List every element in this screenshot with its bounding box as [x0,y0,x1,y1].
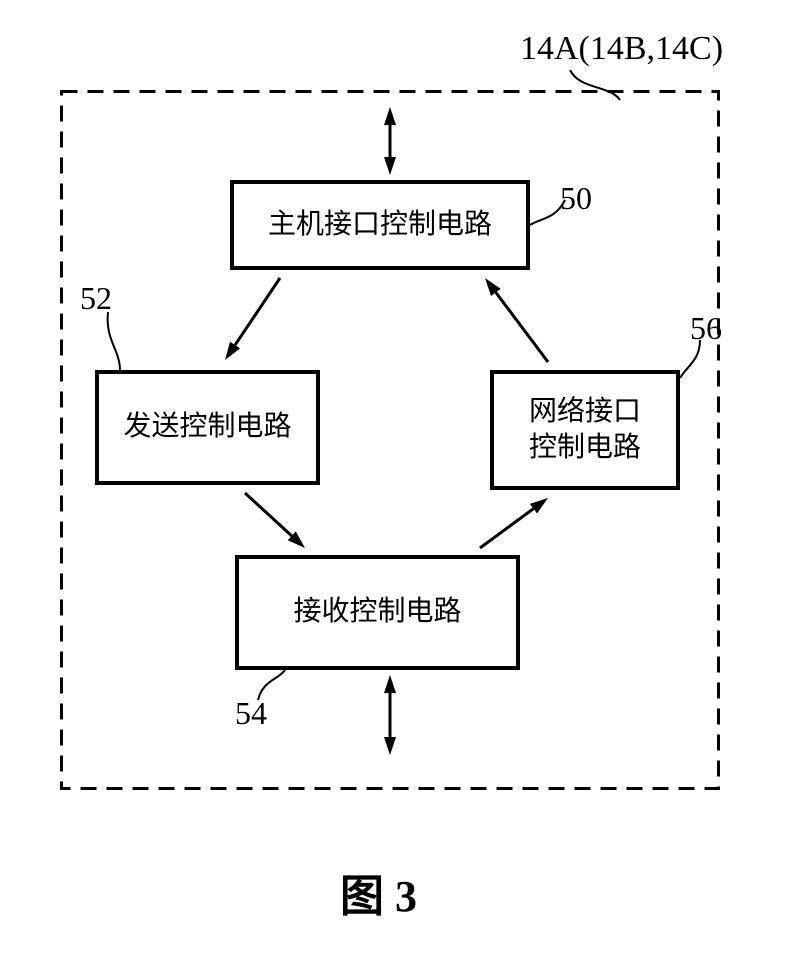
node-send-ctrl: 发送控制电路 [95,370,320,485]
diagram-canvas: 14A(14B,14C) 主机接口控制电路 50 发送控制电路 52 网络接口控… [0,0,800,962]
node-label: 接收控制电路 [293,594,461,630]
node-net-if-ctrl: 网络接口控制电路 [490,370,680,490]
ref-50: 50 [560,180,592,217]
node-label: 网络接口控制电路 [529,394,641,467]
ref-52: 52 [80,280,112,317]
node-recv-ctrl: 接收控制电路 [235,555,520,670]
module-ref-label: 14A(14B,14C) [520,30,723,68]
ref-54: 54 [235,695,267,732]
node-label: 主机接口控制电路 [268,207,492,243]
figure-caption: 图 3 [340,860,417,924]
node-host-if-ctrl: 主机接口控制电路 [230,180,530,270]
node-label: 发送控制电路 [123,409,291,445]
ref-56: 56 [690,310,722,347]
